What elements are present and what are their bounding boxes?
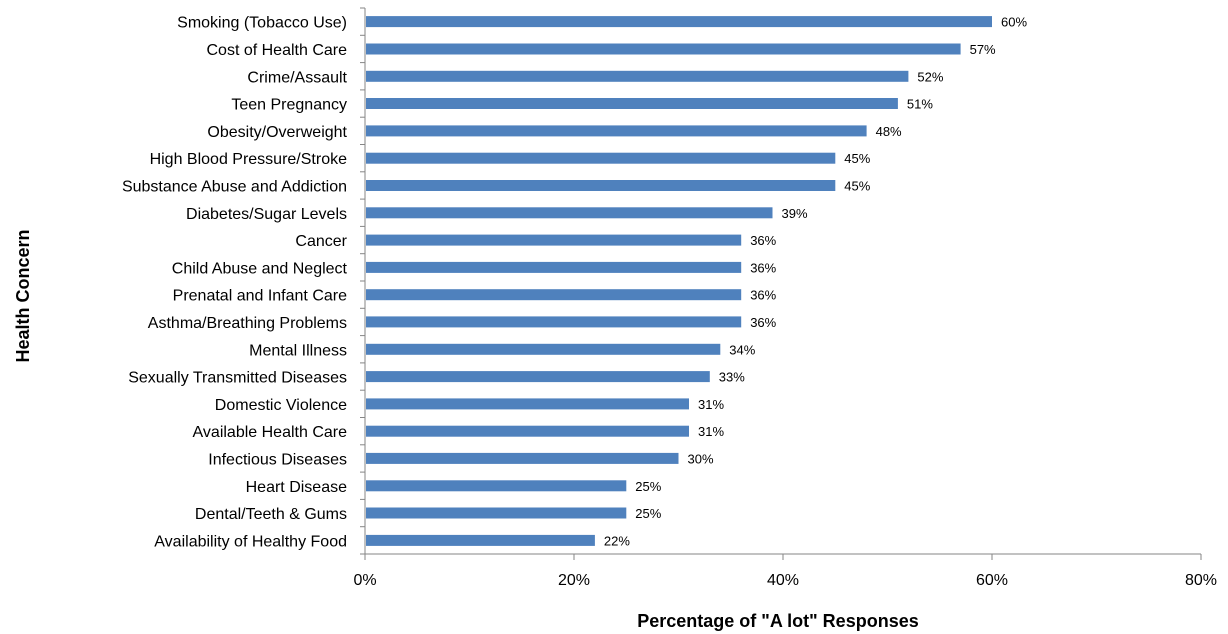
category-label: Infectious Diseases: [208, 451, 347, 468]
bar: [366, 289, 742, 301]
data-label: 25%: [635, 479, 661, 494]
y-axis-title: Health Concern: [13, 229, 33, 362]
category-label: Substance Abuse and Addiction: [122, 179, 347, 196]
bar: [366, 207, 773, 219]
data-label: 60%: [1001, 15, 1027, 30]
data-label: 31%: [698, 424, 724, 439]
data-label: 31%: [698, 397, 724, 412]
category-label: High Blood Pressure/Stroke: [150, 151, 348, 168]
bar: [366, 125, 867, 137]
category-label: Smoking (Tobacco Use): [177, 15, 347, 32]
data-label: 45%: [844, 151, 870, 166]
category-labels: Smoking (Tobacco Use) Cost of Health Care…: [122, 15, 348, 551]
data-label: 39%: [782, 206, 808, 221]
bar: [366, 70, 909, 82]
data-label: 36%: [750, 288, 776, 303]
data-label: 33%: [719, 370, 745, 385]
bar: [366, 452, 679, 464]
data-label: 30%: [688, 451, 714, 466]
bar: [366, 16, 992, 28]
data-label: 22%: [604, 533, 630, 548]
data-label: 34%: [729, 342, 755, 357]
bar: [366, 371, 710, 383]
data-label: 36%: [750, 315, 776, 330]
value-labels: 60% 57% 52% 51% 48% 45% 45% 39% 36% 36% 36% 36% 34% 3…: [604, 15, 1028, 549]
bar: [366, 234, 742, 246]
bar: [366, 343, 721, 355]
bar: [366, 534, 595, 546]
category-label: Sexually Transmitted Diseases: [128, 370, 347, 387]
category-label: Crime/Assault: [247, 69, 347, 86]
data-label: 52%: [917, 69, 943, 84]
category-label: Cost of Health Care: [206, 42, 347, 59]
x-tick-label: 20%: [558, 572, 590, 589]
bar: [366, 316, 742, 328]
category-label: Cancer: [295, 233, 347, 250]
bar: [366, 98, 898, 109]
x-tick-label: 60%: [976, 572, 1008, 589]
bar: [366, 261, 742, 273]
category-label: Domestic Violence: [215, 397, 347, 414]
bar: [366, 480, 627, 492]
data-label: 25%: [635, 506, 661, 521]
x-tick-label: 0%: [353, 572, 376, 589]
category-label: Mental Illness: [249, 342, 347, 359]
axes-group: [360, 7, 1202, 560]
bar: [366, 180, 836, 191]
bar: [366, 425, 689, 437]
x-tick-label: 40%: [767, 572, 799, 589]
x-tick-label: 80%: [1185, 572, 1217, 589]
bars-group: [366, 16, 992, 546]
category-label: Diabetes/Sugar Levels: [186, 206, 347, 223]
data-label: 57%: [970, 42, 996, 57]
bar: [366, 152, 836, 164]
data-label: 48%: [876, 124, 902, 139]
bar: [366, 43, 961, 55]
category-label: Heart Disease: [246, 479, 347, 496]
category-label: Obesity/Overweight: [207, 124, 347, 141]
category-label: Prenatal and Infant Care: [173, 288, 347, 305]
category-label: Available Health Care: [193, 424, 348, 441]
x-axis-title: Percentage of "A lot" Responses: [637, 611, 918, 631]
data-label: 36%: [750, 260, 776, 275]
bar: [366, 507, 627, 519]
bar: [366, 398, 689, 410]
category-label: Teen Pregnancy: [231, 97, 347, 114]
category-label: Child Abuse and Neglect: [172, 260, 348, 277]
category-label: Asthma/Breathing Problems: [148, 315, 347, 332]
category-label: Dental/Teeth & Gums: [195, 506, 347, 523]
data-label: 51%: [907, 97, 933, 112]
x-tick-labels: 0% 20% 40% 60% 80%: [353, 572, 1217, 589]
data-label: 36%: [750, 233, 776, 248]
category-label: Availability of Healthy Food: [154, 533, 347, 550]
data-label: 45%: [844, 179, 870, 194]
